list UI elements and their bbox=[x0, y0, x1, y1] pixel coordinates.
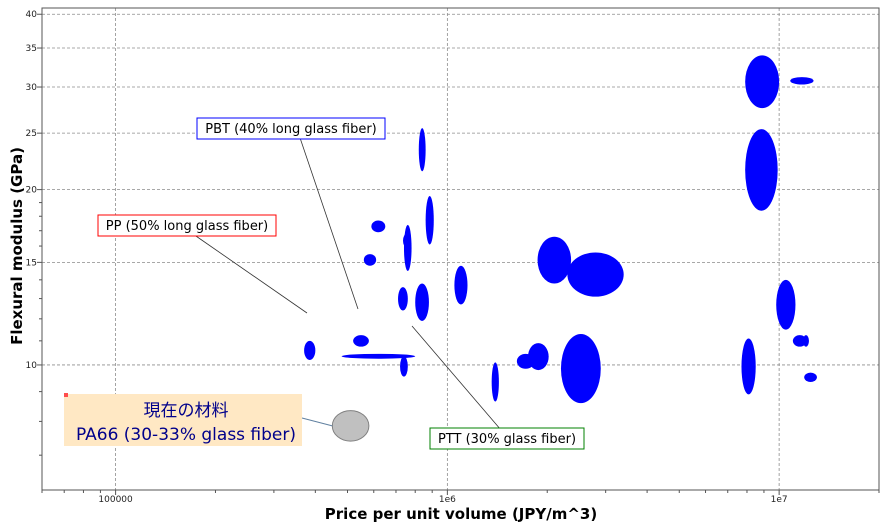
data-point bbox=[400, 356, 408, 377]
annotation-box bbox=[429, 427, 585, 450]
data-point bbox=[341, 353, 416, 359]
current-material-label-line2: PA66 (30-33% glass fiber) bbox=[76, 425, 296, 445]
data-point bbox=[741, 338, 756, 395]
current-material-label-line1: 現在の材料 bbox=[144, 401, 229, 421]
y-tick-label: 10 bbox=[26, 361, 38, 371]
x-axis-title: Price per unit volume (JPY/m^3) bbox=[325, 505, 597, 523]
current-material-label: 現在の材料 PA66 (30-33% glass fiber) bbox=[64, 393, 302, 446]
data-point bbox=[792, 335, 807, 347]
current-material-point bbox=[331, 410, 370, 442]
data-point bbox=[537, 236, 572, 284]
annotation-leader-line bbox=[195, 235, 308, 314]
current-material-marker bbox=[64, 393, 68, 397]
y-tick-label: 40 bbox=[26, 10, 38, 20]
data-point bbox=[802, 335, 809, 347]
y-axis-title: Flexural modulus (GPa) bbox=[8, 147, 26, 345]
annotation-label: PBT (40% long glass fiber) bbox=[205, 122, 376, 137]
data-point bbox=[415, 283, 429, 321]
annotation-boxes: PBT (40% long glass fiber) PP (50% long g… bbox=[97, 117, 585, 450]
x-tick-label: 1e6 bbox=[439, 495, 456, 505]
data-point bbox=[403, 233, 411, 248]
plot-frame bbox=[37, 7, 880, 495]
annotation-label: PP (50% long glass fiber) bbox=[106, 219, 268, 234]
tick-labels: 100000 1e6 1e7 10 15 20 25 30 35 40 bbox=[26, 10, 788, 505]
data-point bbox=[418, 128, 426, 172]
data-point bbox=[790, 77, 814, 85]
current-material-leader-line bbox=[301, 417, 333, 427]
plot-border bbox=[41, 7, 880, 491]
data-point bbox=[745, 129, 778, 211]
data-point bbox=[560, 334, 601, 404]
annotation-leader-line bbox=[300, 138, 359, 310]
y-tick-label: 30 bbox=[26, 83, 38, 93]
data-point bbox=[371, 220, 386, 233]
y-tick-label: 25 bbox=[26, 129, 37, 139]
data-point bbox=[363, 254, 377, 266]
leader-lines bbox=[195, 138, 500, 429]
current-material-label-background bbox=[64, 394, 302, 446]
x-tick-label: 1e7 bbox=[771, 495, 788, 505]
data-point bbox=[745, 55, 780, 109]
data-point bbox=[527, 343, 549, 371]
annotation-leader-line bbox=[411, 325, 500, 429]
y-tick-label: 35 bbox=[26, 44, 37, 54]
data-point bbox=[398, 287, 408, 311]
data-point bbox=[403, 224, 412, 271]
annotation-label: PTT (30% glass fiber) bbox=[438, 432, 576, 447]
data-point bbox=[454, 265, 468, 305]
data-point bbox=[804, 372, 817, 382]
data-point bbox=[567, 252, 624, 297]
data-point bbox=[304, 340, 316, 360]
y-tick-label: 15 bbox=[26, 258, 37, 268]
data-point bbox=[776, 279, 796, 330]
data-points bbox=[304, 55, 817, 442]
grid-lines bbox=[42, 8, 879, 490]
x-tick-label: 100000 bbox=[98, 495, 133, 505]
annotation-box bbox=[196, 117, 386, 140]
data-point bbox=[425, 196, 434, 245]
annotation-box bbox=[97, 214, 277, 237]
data-point bbox=[491, 362, 499, 402]
data-point bbox=[353, 335, 369, 347]
y-tick-label: 20 bbox=[26, 186, 38, 196]
